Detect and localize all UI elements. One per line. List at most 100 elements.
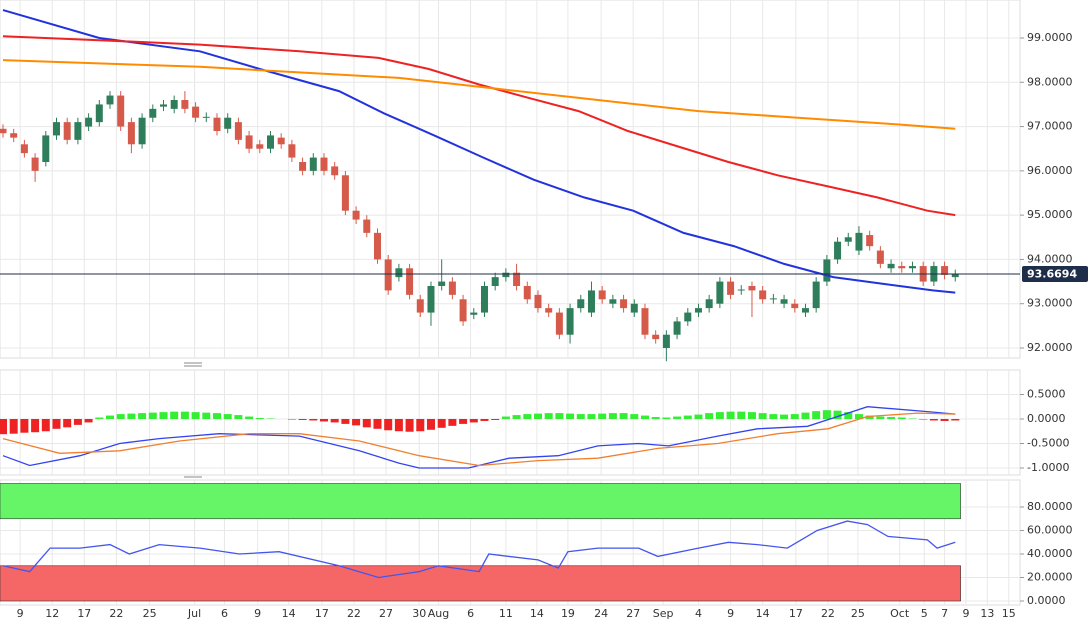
histogram-bar bbox=[298, 418, 307, 420]
candle-body bbox=[898, 266, 906, 269]
histogram-bar bbox=[833, 410, 842, 419]
histogram-bar bbox=[319, 418, 328, 422]
band bbox=[0, 483, 961, 520]
candle-body bbox=[673, 321, 681, 335]
candle-body bbox=[812, 281, 820, 309]
y-tick-label: 0.0000 bbox=[1027, 412, 1066, 425]
histogram-bar bbox=[940, 418, 949, 421]
histogram-bar bbox=[95, 417, 104, 419]
x-tick-label: 6 bbox=[221, 607, 228, 620]
x-tick-label: Oct bbox=[890, 607, 910, 620]
candle-body bbox=[855, 232, 863, 251]
histogram-bar bbox=[105, 415, 114, 419]
band bbox=[0, 565, 961, 602]
candle-body bbox=[534, 294, 542, 309]
histogram-bar bbox=[608, 413, 617, 419]
histogram-bar bbox=[127, 413, 136, 419]
candle-body bbox=[834, 241, 842, 260]
histogram-bar bbox=[84, 418, 93, 423]
histogram-bar bbox=[20, 418, 29, 433]
candle-body bbox=[234, 122, 242, 140]
candle-body bbox=[138, 117, 146, 145]
histogram-bar bbox=[373, 418, 382, 429]
histogram-bar bbox=[854, 414, 863, 419]
histogram-bar bbox=[673, 416, 682, 419]
histogram-bar bbox=[352, 418, 361, 426]
y-tick-label: 93.0000 bbox=[1027, 297, 1073, 310]
histogram-bar bbox=[822, 410, 831, 419]
y-tick-label: 0.0000 bbox=[1027, 594, 1066, 607]
x-tick-label: Sep bbox=[653, 607, 674, 620]
histogram-bar bbox=[929, 418, 938, 421]
candle-body bbox=[801, 308, 809, 313]
line bbox=[2, 520, 956, 579]
candle-body bbox=[652, 334, 660, 340]
y-tick-label: 92.0000 bbox=[1027, 341, 1073, 354]
candle-body bbox=[363, 219, 371, 233]
x-tick-label: 30 bbox=[412, 607, 426, 620]
candle-body bbox=[823, 259, 831, 282]
histogram-bar bbox=[651, 417, 660, 419]
x-tick-label: Aug bbox=[428, 607, 449, 620]
histogram-bar bbox=[309, 418, 318, 421]
candle-body bbox=[448, 281, 456, 295]
x-tick-label: 14 bbox=[756, 607, 770, 620]
candle-body bbox=[299, 161, 307, 171]
candle-body bbox=[737, 289, 745, 291]
candle-body bbox=[513, 272, 521, 286]
histogram-bar bbox=[801, 412, 810, 419]
histogram-bar bbox=[159, 412, 168, 419]
candle-body bbox=[170, 99, 178, 109]
histogram-bar bbox=[480, 418, 489, 421]
y-tick-label: 94.0000 bbox=[1027, 252, 1073, 265]
candle-body bbox=[320, 157, 328, 171]
x-tick-label: 22 bbox=[347, 607, 361, 620]
y-tick-label: 0.5000 bbox=[1027, 387, 1066, 400]
candle-body bbox=[74, 122, 82, 140]
line bbox=[2, 406, 956, 469]
candle-body bbox=[759, 290, 767, 300]
candle-body bbox=[341, 175, 349, 211]
candle-body bbox=[438, 281, 446, 286]
histogram-bar bbox=[223, 414, 232, 419]
candle-body bbox=[876, 250, 884, 264]
line bbox=[2, 59, 956, 130]
histogram-bar bbox=[758, 413, 767, 419]
candle-body bbox=[566, 308, 574, 335]
candle-body bbox=[31, 157, 39, 171]
histogram-bar bbox=[523, 414, 532, 419]
histogram-bar bbox=[491, 418, 500, 420]
x-tick-label: 15 bbox=[1002, 607, 1016, 620]
candle-body bbox=[202, 116, 210, 118]
histogram-bar bbox=[769, 414, 778, 419]
histogram-bar bbox=[737, 411, 746, 419]
histogram-bar bbox=[234, 415, 243, 419]
candle-body bbox=[406, 268, 414, 295]
x-tick-label: 27 bbox=[379, 607, 393, 620]
histogram-bar bbox=[812, 411, 821, 419]
candle-body bbox=[309, 157, 317, 171]
histogram-bar bbox=[341, 418, 350, 424]
histogram-bar bbox=[587, 414, 596, 419]
x-tick-label: 14 bbox=[282, 607, 296, 620]
histogram-bar bbox=[662, 417, 671, 419]
histogram-bar bbox=[619, 413, 628, 419]
histogram-bar bbox=[459, 418, 468, 424]
histogram-bar bbox=[426, 418, 435, 430]
histogram-bar bbox=[212, 413, 221, 419]
candle-body bbox=[416, 299, 424, 313]
candle-body bbox=[620, 299, 628, 309]
candle-body bbox=[941, 266, 949, 275]
candle-body bbox=[694, 308, 702, 313]
histogram-bar bbox=[469, 418, 478, 423]
candle-body bbox=[95, 104, 103, 123]
histogram-bar bbox=[683, 415, 692, 419]
histogram-bar bbox=[245, 416, 254, 419]
histogram-bar bbox=[148, 412, 157, 419]
candle-body bbox=[52, 122, 60, 136]
x-tick-label: 22 bbox=[109, 607, 123, 620]
candle-body bbox=[951, 274, 959, 278]
histogram-bar bbox=[384, 418, 393, 431]
x-tick-label: 19 bbox=[561, 607, 575, 620]
histogram-bar bbox=[876, 416, 885, 419]
